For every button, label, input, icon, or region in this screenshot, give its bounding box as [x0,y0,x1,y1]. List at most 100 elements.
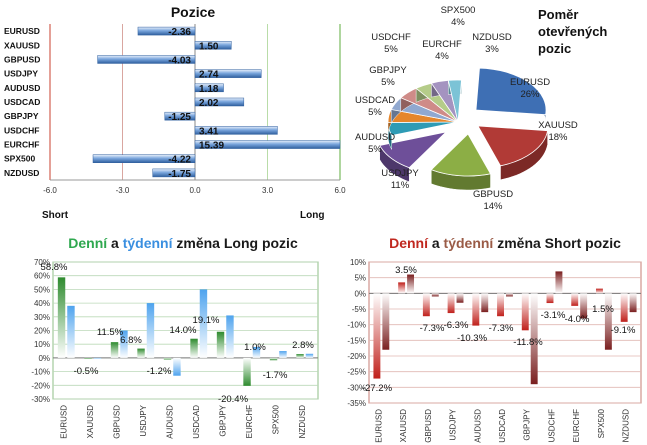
pie-slice-percent: 5% [381,77,395,88]
short-chart: 10% 5% 0% -5% -10% -15% -20% -25% -30% -35% EURUSD… [347,258,642,443]
category-label: GBPJPY [4,111,39,121]
position-bar [92,154,196,163]
pie-slice-percent: 18% [548,132,568,143]
x-tick-label: 3.0 [262,186,274,195]
position-bar [194,83,224,93]
category-label: USDCAD [4,97,40,107]
category-label: XAUUSD [4,40,40,50]
y-tick-label: -35% [347,399,366,408]
short-title-denni: Denní [389,235,429,251]
pie-slice-percent: 3% [485,44,499,55]
pie-title: Poměr otevřených pozic [538,7,611,56]
y-tick-label: 20% [34,327,50,336]
pie-title-line-2: otevřených [538,24,607,39]
pie-slice-percent: 11% [391,180,410,191]
data-label: -3.1% [541,310,566,321]
daily-bar [269,357,278,361]
weekly-bar [555,271,563,294]
pie-slice-label: SPX500 [441,5,476,16]
daily-bar [373,293,381,379]
value-label: -4.22 [168,155,191,166]
data-label: -1.2% [147,366,172,377]
daily-bar [296,354,304,358]
daily-bar [398,282,406,294]
data-label: 6.8% [120,335,142,346]
daily-bar [243,357,251,386]
pie-slice-label: EURCHF [422,39,462,50]
pie-slice-percent: 4% [451,17,465,28]
category-label: SPX500 [4,154,35,164]
y-tick-label: -25% [347,368,366,377]
y-tick-label: 0% [354,289,366,298]
x-category-label: GBPUSD [112,405,121,439]
daily-bar [497,293,504,317]
weekly-bar [146,303,155,358]
position-bar [137,26,196,36]
daily-bar [84,357,92,359]
y-tick-label: 30% [34,313,50,322]
y-tick-label: -30% [31,395,50,404]
pie-slice-percent: 4% [435,51,449,62]
y-tick-label: -5% [352,305,366,314]
weekly-bar [629,293,637,313]
value-label: -1.75 [168,169,191,180]
value-label: 2.74 [199,70,219,81]
pie-slice-percent: 5% [368,144,382,155]
category-label: GBPUSD [4,54,40,64]
long-title-tydenni: týdenní [123,235,174,251]
weekly-bar [481,293,489,313]
data-label: 3.5% [395,265,417,276]
category-label: USDJPY [4,69,38,79]
pie-slice-percent: 14% [483,201,503,212]
x-tick-label: 0.0 [189,186,201,195]
y-tick-label: 70% [34,258,50,267]
daily-bar [620,293,628,322]
y-tick-label: -15% [347,336,366,345]
pie-slice-label: EURUSD [510,77,550,88]
pie-title-line-3: pozic [538,41,571,56]
position-bar [97,55,196,64]
data-label: 1.0% [244,342,266,353]
daily-bar [595,288,603,294]
daily-bar [571,293,579,306]
value-label: 2.02 [199,98,219,109]
data-label: -20.4% [218,394,249,405]
x-tick-label: -3.0 [116,186,130,195]
x-category-label: NZDUSD [622,409,631,443]
x-category-label: EURUSD [374,409,383,443]
x-category-label: USDCAD [192,405,201,439]
data-label: 14.0% [170,325,197,336]
pozice-chart: -6.0 -3.0 0.0 3.0 6.0 EURUSD -2.36 XAUUSD 1.50 GB… [4,24,346,195]
daily-bar [546,293,554,304]
weekly-bar [173,357,181,376]
weekly-bar [580,293,588,319]
pozice-long-label: Long [300,210,324,221]
pie-slice-percent: 5% [384,44,398,55]
weekly-bar [506,293,513,297]
data-label: -6.3% [444,320,469,331]
pie-slice-label: GBPJPY [369,65,407,76]
data-label: -10.3% [457,333,488,344]
data-label: 58.8% [41,262,68,273]
short-title-a: a [428,235,444,251]
y-tick-label: -30% [347,383,366,392]
pie-slice-label: XAUUSD [538,120,578,131]
y-tick-label: 0% [38,354,50,363]
pie-slice-percent: 26% [520,89,540,100]
x-category-label: EURCHF [245,405,254,438]
data-label: 11.5% [97,327,124,338]
value-label: -4.03 [168,55,191,66]
y-tick-label: 40% [34,299,50,308]
x-category-label: AUDUSD [473,409,482,443]
pie-slice [387,121,459,136]
position-bar [152,168,196,178]
data-label: -1.7% [263,370,288,381]
x-category-label: GBPJPY [523,408,532,440]
pie-title-line-1: Poměr [538,7,578,22]
weekly-bar [226,315,234,358]
position-bar [194,140,341,149]
pozice-short-label: Short [42,210,69,221]
position-bar [164,111,196,121]
y-tick-label: 60% [34,272,50,281]
